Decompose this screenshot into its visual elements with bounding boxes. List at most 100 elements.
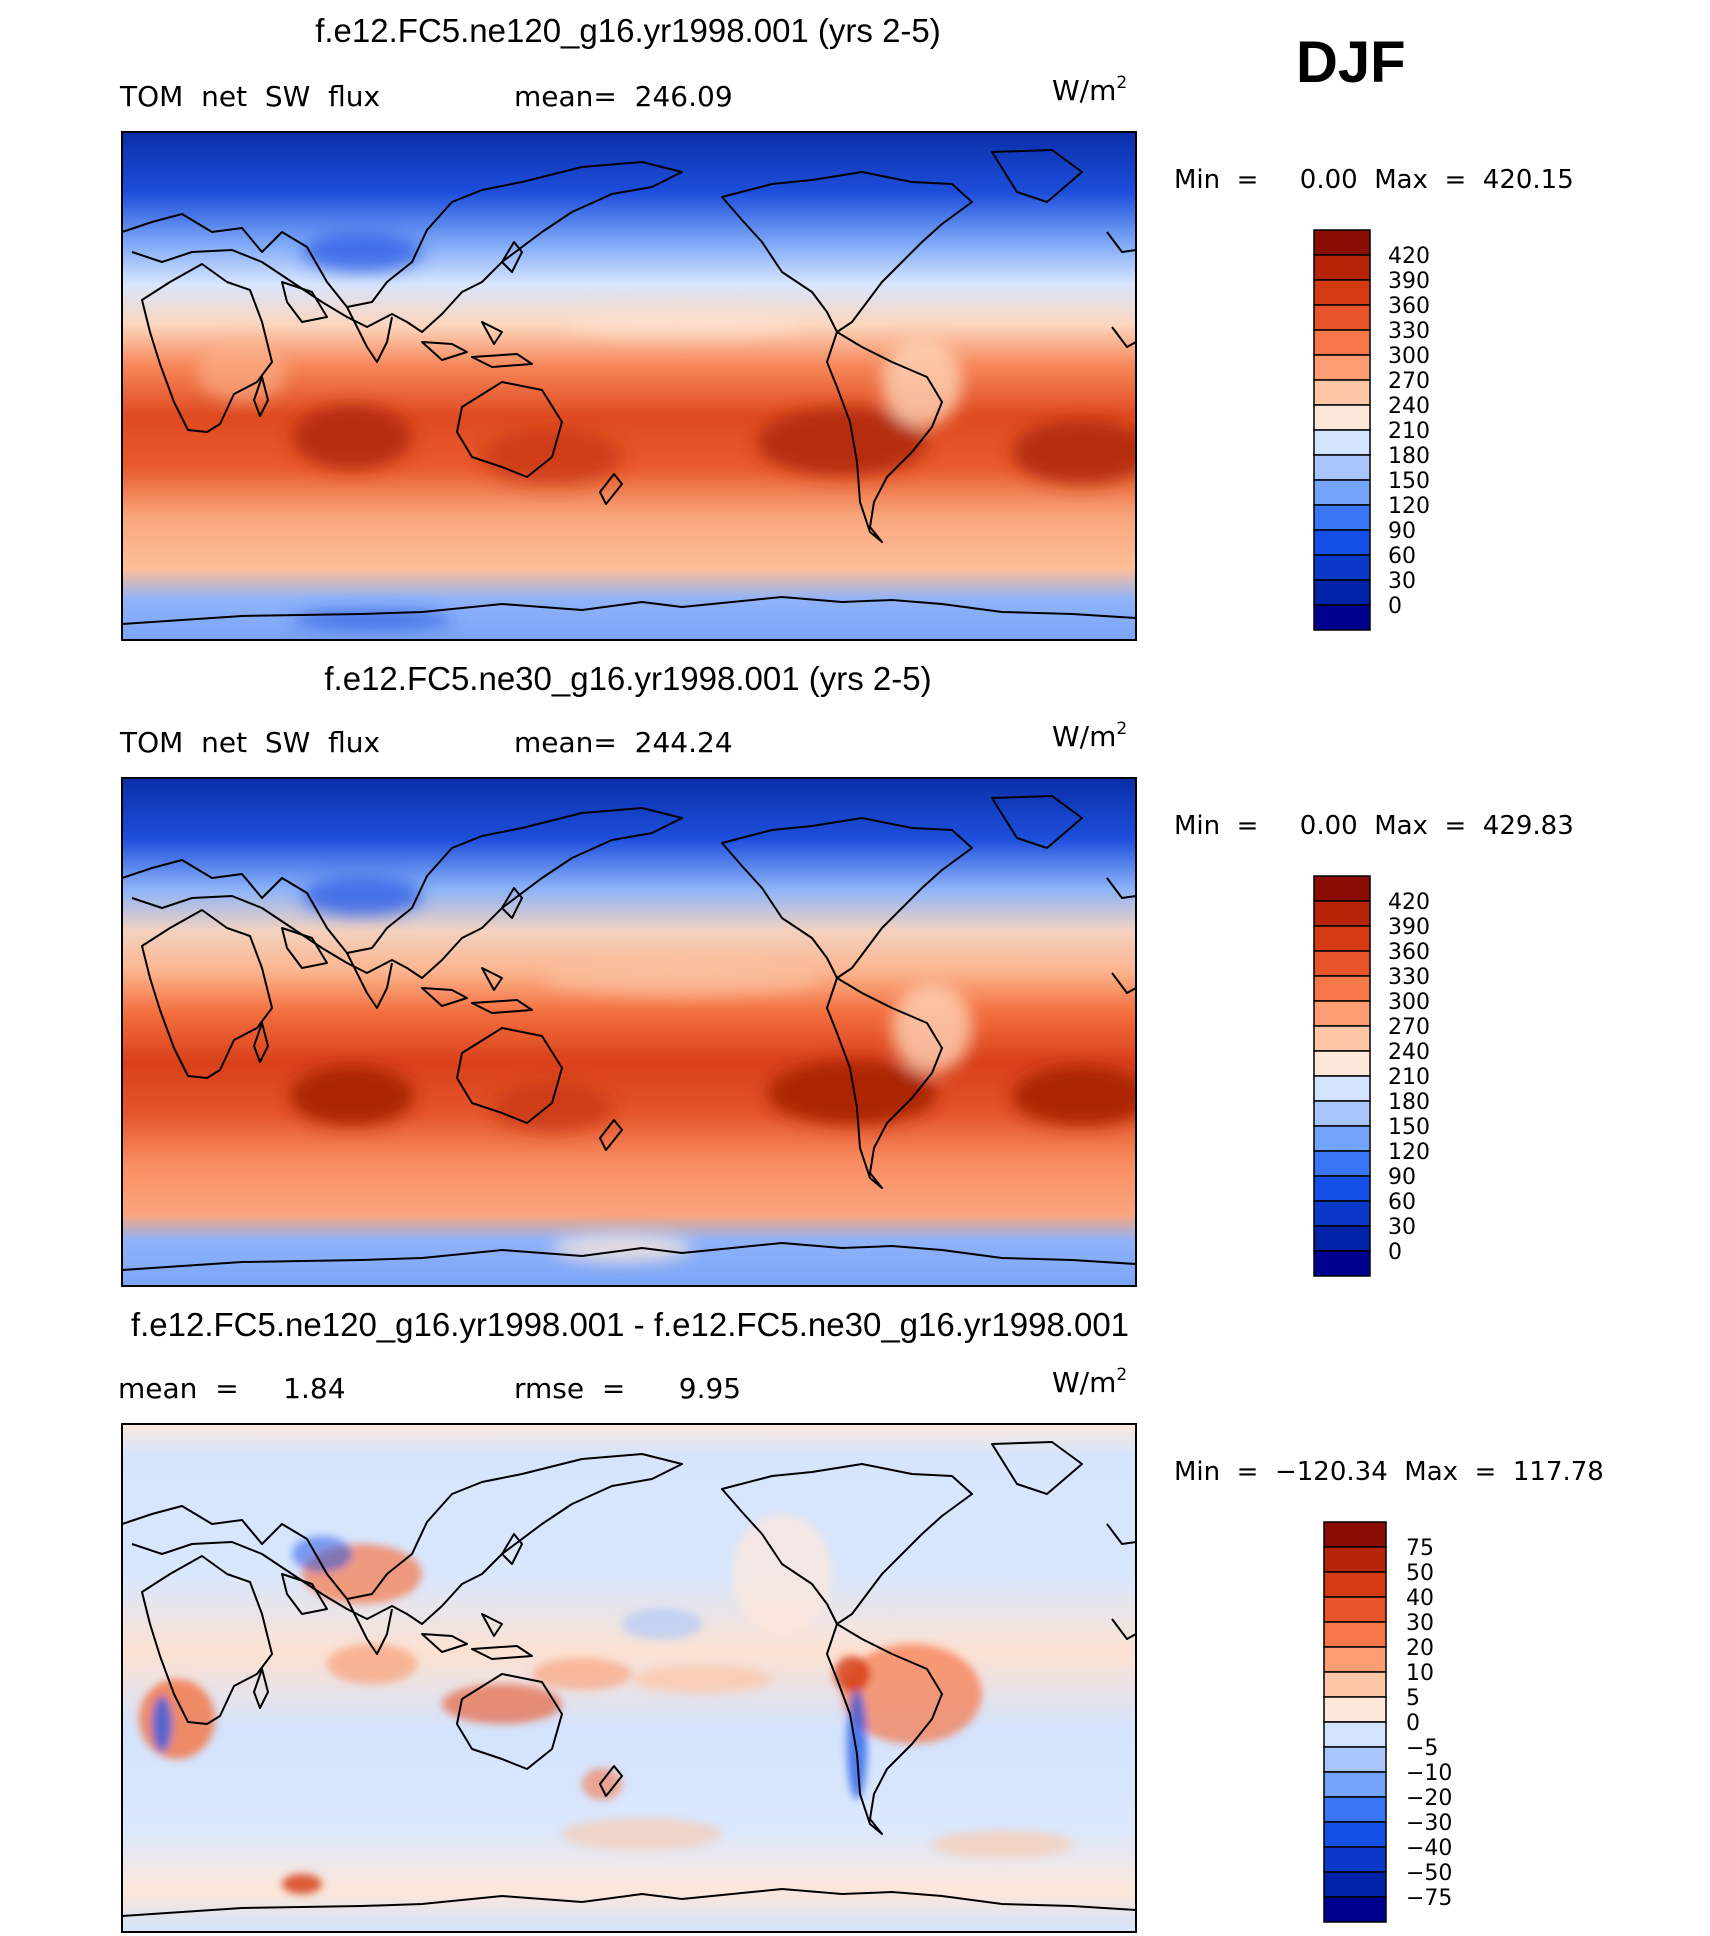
panel-3-colorbar-box bbox=[1323, 1821, 1387, 1848]
panel-3: f.e12.FC5.ne120_g16.yr1998.001 - f.e12.F… bbox=[118, 1306, 1604, 1933]
panel-3-colorbar-label: −30 bbox=[1406, 1811, 1452, 1836]
panel-3-colorbar-label: 40 bbox=[1406, 1586, 1434, 1611]
panel-3-units-label: W/m2 bbox=[1052, 1365, 1127, 1399]
panel-1-colorbar-label: 240 bbox=[1388, 394, 1430, 419]
panel-3-colorbar-box bbox=[1323, 1596, 1387, 1623]
panel-2-colorbar-box bbox=[1313, 1200, 1371, 1227]
panel-2-variable-label: TOM net SW flux bbox=[119, 726, 380, 759]
panel-2-colorbar-box bbox=[1313, 1175, 1371, 1202]
panel-3-colorbar-label: 0 bbox=[1406, 1711, 1420, 1736]
panel-3-colorbar-label: −5 bbox=[1406, 1736, 1438, 1761]
panel-2-colorbar-box bbox=[1313, 900, 1371, 927]
panel-1-minmax: Min = 0.00 Max = 420.15 bbox=[1174, 165, 1574, 195]
panel-1-colorbar-label: 360 bbox=[1388, 294, 1430, 319]
panel-1-colorbar-label: 270 bbox=[1388, 369, 1430, 394]
panel-1-variable-label: TOM net SW flux bbox=[119, 80, 380, 113]
panel-3-colorbar-label: 50 bbox=[1406, 1561, 1434, 1586]
panel-2-colorbar-box bbox=[1313, 1250, 1371, 1277]
panel-2-minmax: Min = 0.00 Max = 429.83 bbox=[1174, 811, 1574, 841]
panel-2-colorbar-label: 300 bbox=[1388, 990, 1430, 1015]
panel-2-title: f.e12.FC5.ne30_g16.yr1998.001 (yrs 2-5) bbox=[324, 660, 931, 697]
panel-1-colorbar-box bbox=[1313, 504, 1371, 531]
panel-3-rmse-label: rmse = 9.95 bbox=[514, 1372, 741, 1405]
panel-2-colorbar-label: 210 bbox=[1388, 1065, 1430, 1090]
panel-1-colorbar-label: 180 bbox=[1388, 444, 1430, 469]
panel-2-colorbar-box bbox=[1313, 925, 1371, 952]
panel-2-map-field bbox=[122, 778, 1136, 1286]
panel-2: f.e12.FC5.ne30_g16.yr1998.001 (yrs 2-5) … bbox=[119, 660, 1574, 1287]
panel-3-colorbar-box bbox=[1323, 1846, 1387, 1873]
panel-1-map bbox=[121, 131, 1137, 641]
panel-3-colorbar-box bbox=[1323, 1546, 1387, 1573]
panel-1-colorbar-box bbox=[1313, 429, 1371, 456]
panel-3-colorbar-label: −10 bbox=[1406, 1761, 1452, 1786]
panel-1-colorbar-label: 90 bbox=[1388, 519, 1416, 544]
panel-1-colorbar-box bbox=[1313, 529, 1371, 556]
panel-2-colorbar-label: 180 bbox=[1388, 1090, 1430, 1115]
panel-1-colorbar-box bbox=[1313, 279, 1371, 306]
panel-3-colorbar-box bbox=[1323, 1646, 1387, 1673]
panel-3-colorbar-box bbox=[1323, 1571, 1387, 1598]
panel-2-units-label: W/m2 bbox=[1052, 719, 1127, 753]
panel-2-colorbar-box bbox=[1313, 1225, 1371, 1252]
panel-3-colorbar-label: 30 bbox=[1406, 1611, 1434, 1636]
panel-1-colorbar-box bbox=[1313, 404, 1371, 431]
panel-3-colorbar-box bbox=[1323, 1621, 1387, 1648]
panel-2-colorbar-label: 150 bbox=[1388, 1115, 1430, 1140]
panel-3-colorbar-box bbox=[1323, 1721, 1387, 1748]
panel-2-colorbar-label: 120 bbox=[1388, 1140, 1430, 1165]
panel-2-colorbar-box bbox=[1313, 1050, 1371, 1077]
panel-1-colorbar-label: 420 bbox=[1388, 244, 1430, 269]
panel-1-map-frame bbox=[121, 131, 1137, 641]
season-label: DJF bbox=[1296, 30, 1406, 95]
panel-1-colorbar-label: 300 bbox=[1388, 344, 1430, 369]
panel-1-title: f.e12.FC5.ne120_g16.yr1998.001 (yrs 2-5) bbox=[315, 12, 941, 49]
panel-3-map-frame bbox=[121, 1423, 1137, 1933]
panel-2-colorbar-label: 30 bbox=[1388, 1215, 1416, 1240]
panel-2-colorbar-label: 90 bbox=[1388, 1165, 1416, 1190]
panel-3-colorbar-box bbox=[1323, 1871, 1387, 1898]
panel-2-colorbar-box bbox=[1313, 1100, 1371, 1127]
panel-2-colorbar-box bbox=[1313, 1025, 1371, 1052]
panel-2-colorbar-box bbox=[1313, 1125, 1371, 1152]
panel-1-colorbar-box bbox=[1313, 354, 1371, 381]
panel-2-colorbar-box bbox=[1313, 975, 1371, 1002]
panel-2-colorbar-label: 390 bbox=[1388, 915, 1430, 940]
panel-2-mean-label: mean= 244.24 bbox=[514, 726, 733, 759]
panel-2-colorbar-box bbox=[1313, 875, 1371, 902]
panel-2-map-frame bbox=[121, 777, 1137, 1287]
panel-3-colorbar-box bbox=[1323, 1671, 1387, 1698]
panel-3-colorbar-box bbox=[1323, 1521, 1387, 1548]
panel-2-colorbar-box bbox=[1313, 1150, 1371, 1177]
panel-1-colorbar-label: 0 bbox=[1388, 594, 1402, 619]
panel-1-units-label: W/m2 bbox=[1052, 73, 1127, 107]
panel-2-colorbar-label: 330 bbox=[1388, 965, 1430, 990]
panel-3-colorbar-label: −75 bbox=[1406, 1886, 1452, 1911]
panel-1-colorbar-box bbox=[1313, 254, 1371, 281]
panel-3-title: f.e12.FC5.ne120_g16.yr1998.001 - f.e12.F… bbox=[131, 1306, 1129, 1343]
panel-2-colorbar-label: 0 bbox=[1388, 1240, 1402, 1265]
panel-2-colorbar-label: 240 bbox=[1388, 1040, 1430, 1065]
panel-1-colorbar-box bbox=[1313, 579, 1371, 606]
panel-3-colorbar-label: −20 bbox=[1406, 1786, 1452, 1811]
panel-3-colorbar-label: −40 bbox=[1406, 1836, 1452, 1861]
panel-1-colorbar-box bbox=[1313, 479, 1371, 506]
panel-2-colorbar-label: 360 bbox=[1388, 940, 1430, 965]
panel-3-colorbar-label: 75 bbox=[1406, 1536, 1434, 1561]
panel-1-colorbar-label: 60 bbox=[1388, 544, 1416, 569]
panel-3-colorbar-box bbox=[1323, 1796, 1387, 1823]
panel-2-colorbar-label: 420 bbox=[1388, 890, 1430, 915]
panel-3-mean-label: mean = 1.84 bbox=[118, 1372, 346, 1405]
panel-2-colorbar-box bbox=[1313, 1000, 1371, 1027]
panel-1-colorbar-box bbox=[1313, 554, 1371, 581]
panel-1-colorbar-box bbox=[1313, 454, 1371, 481]
panel-3-colorbar-label: −50 bbox=[1406, 1861, 1452, 1886]
panel-1-colorbar-label: 210 bbox=[1388, 419, 1430, 444]
panel-3-colorbar-box bbox=[1323, 1696, 1387, 1723]
panel-3-colorbar-label: 20 bbox=[1406, 1636, 1434, 1661]
panel-3-map bbox=[121, 1423, 1137, 1933]
